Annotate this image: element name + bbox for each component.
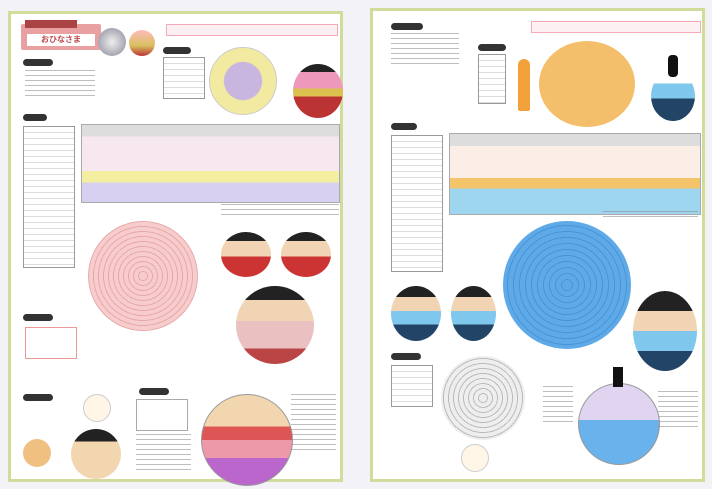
doll-photo-large bbox=[236, 286, 314, 364]
small-table bbox=[391, 365, 433, 407]
crochet-grid-chart bbox=[81, 124, 340, 203]
crochet-grid-chart bbox=[449, 133, 701, 215]
small-chart bbox=[83, 394, 111, 422]
small-diagram bbox=[25, 327, 77, 359]
small-chart-orange bbox=[23, 439, 51, 467]
row-table bbox=[391, 135, 443, 272]
right-pattern-page bbox=[370, 8, 705, 482]
crochet-chart-yellow bbox=[209, 47, 277, 115]
materials-list bbox=[25, 70, 95, 100]
doll-photo bbox=[451, 286, 496, 341]
doll-illustration bbox=[201, 394, 293, 486]
stitch-table bbox=[478, 54, 506, 104]
doll-illustration bbox=[578, 383, 660, 465]
materials-list bbox=[391, 33, 459, 65]
left-pattern-page: おひなさま bbox=[8, 11, 343, 486]
doll-photo-male bbox=[129, 30, 155, 56]
stitch-table bbox=[163, 57, 205, 99]
orange-piece bbox=[518, 59, 530, 111]
crochet-chart-gray bbox=[441, 356, 525, 440]
assembly-diagram bbox=[136, 399, 188, 431]
section-label bbox=[23, 59, 53, 66]
note-box bbox=[166, 24, 338, 36]
doll-photo-large bbox=[633, 291, 697, 371]
title-banner: おひなさま bbox=[21, 20, 101, 50]
hat-icon bbox=[613, 367, 623, 387]
crochet-chart-orange bbox=[539, 41, 635, 127]
doll-face-photo bbox=[71, 429, 121, 479]
doll-photo bbox=[221, 232, 271, 277]
note-box bbox=[531, 21, 701, 33]
hat-icon bbox=[668, 55, 678, 77]
doll-photo bbox=[651, 71, 695, 121]
doll-photo bbox=[281, 232, 331, 277]
page-title: おひなさま bbox=[27, 34, 95, 46]
doll-photo bbox=[391, 286, 441, 341]
small-chart bbox=[461, 444, 489, 472]
crochet-chart-pink bbox=[88, 221, 198, 331]
row-table bbox=[23, 126, 75, 268]
doll-photo-female bbox=[98, 28, 126, 56]
crochet-chart-blue bbox=[503, 221, 631, 349]
doll-photo bbox=[293, 64, 343, 118]
